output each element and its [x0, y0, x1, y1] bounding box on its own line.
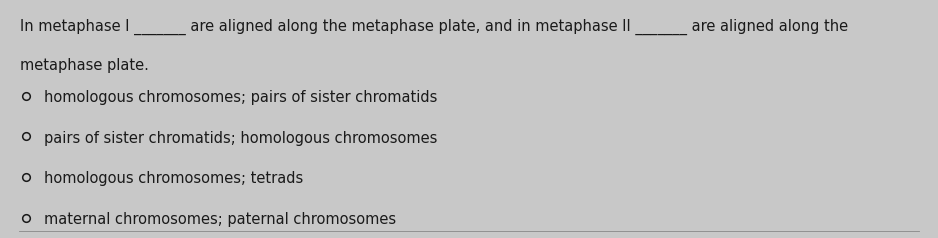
Text: metaphase plate.: metaphase plate. — [20, 58, 149, 73]
Text: maternal chromosomes; paternal chromosomes: maternal chromosomes; paternal chromosom… — [44, 212, 397, 227]
Text: homologous chromosomes; pairs of sister chromatids: homologous chromosomes; pairs of sister … — [44, 90, 438, 105]
Text: pairs of sister chromatids; homologous chromosomes: pairs of sister chromatids; homologous c… — [44, 131, 438, 146]
Text: homologous chromosomes; tetrads: homologous chromosomes; tetrads — [44, 171, 304, 187]
Text: In metaphase I _______ are aligned along the metaphase plate, and in metaphase I: In metaphase I _______ are aligned along… — [20, 19, 848, 35]
